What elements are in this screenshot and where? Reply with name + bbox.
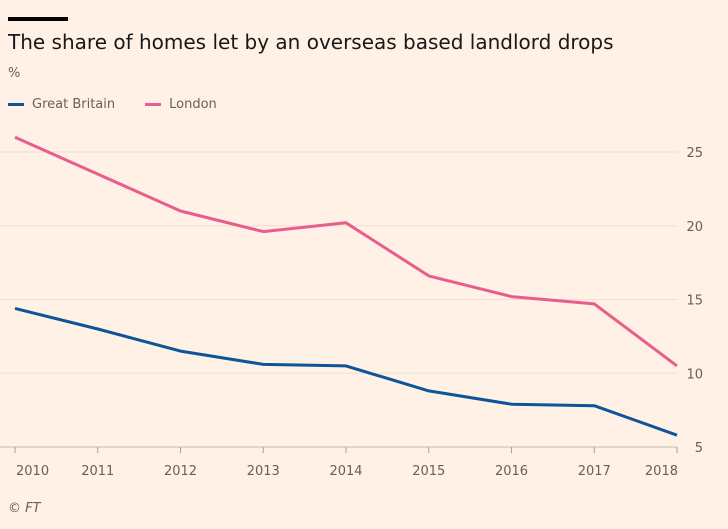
series-line-london xyxy=(14,135,678,368)
x-tick-label-2013: 2013 xyxy=(247,464,280,479)
x-tick-label-2018: 2018 xyxy=(645,464,678,479)
y-tick-label-15: 15 xyxy=(686,294,703,309)
source-credit: © FT xyxy=(8,501,41,516)
axis-layer: 5 10 15 20 25 2010 2011 2012 2013 2014 2015 2016 201… xyxy=(14,146,703,479)
legend-item-great-britain: Great Britain xyxy=(8,97,115,112)
x-tick-label-2011: 2011 xyxy=(81,464,114,479)
legend-item-london: London xyxy=(145,97,217,112)
chart-title: The share of homes let by an overseas ba… xyxy=(8,30,614,54)
y-tick-label-10: 10 xyxy=(686,367,703,382)
legend-swatch-great-britain xyxy=(8,103,24,106)
x-tick-label-2015: 2015 xyxy=(412,464,445,479)
title-accent-bar xyxy=(8,17,68,21)
series-layer xyxy=(14,135,678,437)
x-tick-label-2010: 2010 xyxy=(16,464,49,479)
legend-label-great-britain: Great Britain xyxy=(32,97,116,112)
grid-layer xyxy=(0,151,677,448)
legend: Great Britain London xyxy=(8,97,217,112)
y-tick-label-25: 25 xyxy=(686,146,703,161)
y-tick-label-20: 20 xyxy=(686,220,703,235)
x-tick-label-2017: 2017 xyxy=(578,464,611,479)
x-tick-label-2014: 2014 xyxy=(329,464,362,479)
x-tick-label-2016: 2016 xyxy=(495,464,528,479)
legend-swatch-london xyxy=(145,103,162,106)
legend-label-london: London xyxy=(169,97,217,112)
y-axis-unit: % xyxy=(8,66,21,81)
series-line-great-britain xyxy=(14,306,678,437)
x-tick-label-2012: 2012 xyxy=(164,464,197,479)
y-tick-label-5: 5 xyxy=(695,441,703,456)
